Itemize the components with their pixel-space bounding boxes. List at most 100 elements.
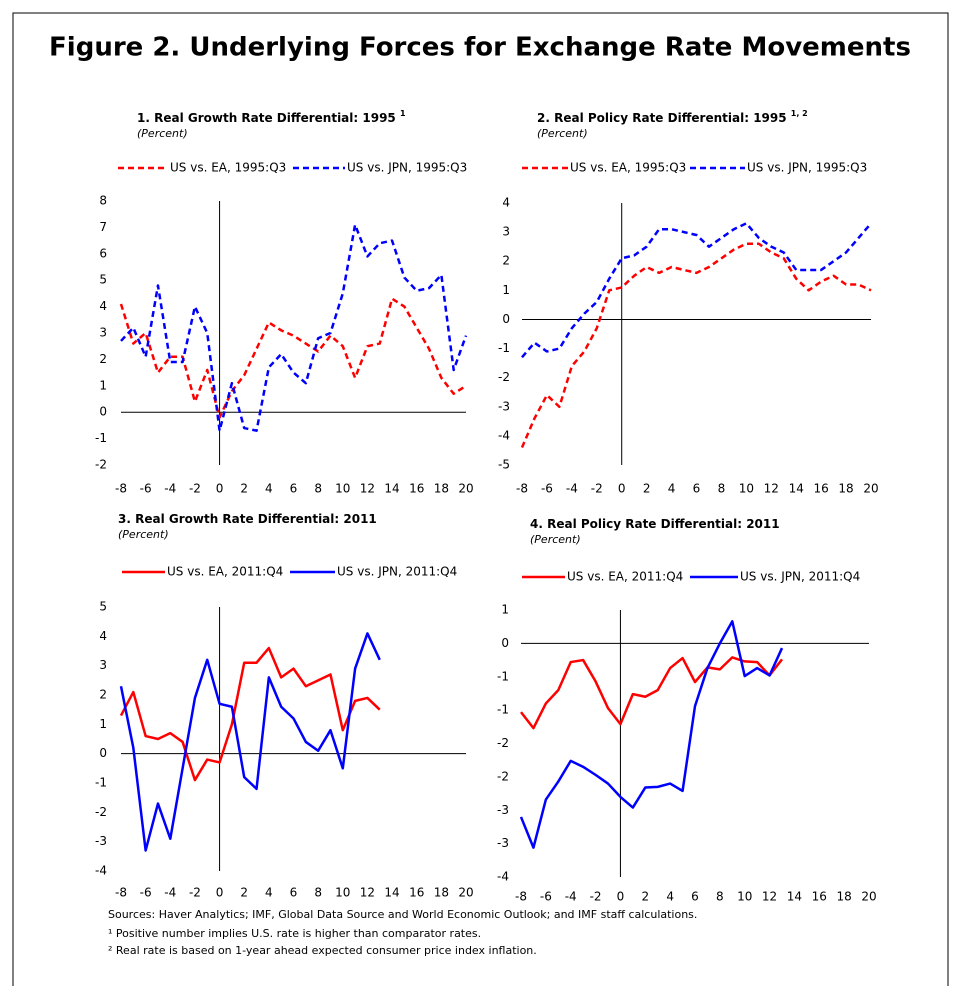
x-tick-label: 20: [458, 482, 473, 496]
title-footnote-mark: 1, 2: [791, 109, 808, 118]
x-tick-label: 2: [641, 890, 649, 904]
y-tick-label: -3: [497, 836, 509, 850]
y-tick-label: 3: [99, 658, 107, 672]
y-tick-label: 2: [99, 352, 107, 366]
x-tick-label: 2: [240, 886, 248, 900]
y-tick-label: 1: [501, 603, 509, 617]
y-tick-label: 4: [99, 299, 107, 313]
footnote: ² Real rate is based on 1-year ahead exp…: [108, 944, 537, 957]
x-tick-label: -2: [189, 886, 201, 900]
y-tick-label: -2: [95, 458, 107, 472]
x-tick-label: 16: [409, 482, 424, 496]
x-tick-label: 14: [789, 482, 804, 496]
series-line: [119, 297, 467, 419]
x-tick-label: 6: [290, 482, 298, 496]
y-tick-label: 5: [99, 600, 107, 614]
legend-label: US vs. JPN, 2011:Q4: [337, 565, 457, 579]
series-line: [521, 222, 872, 359]
x-tick-label: 12: [764, 482, 779, 496]
x-tick-label: 0: [216, 886, 224, 900]
x-tick-label: 14: [787, 890, 802, 904]
y-tick-label: -3: [497, 803, 509, 817]
x-tick-label: 4: [265, 482, 273, 496]
y-tick-label: -1: [95, 776, 107, 790]
y-tick-label: 0: [99, 746, 107, 760]
y-tick-label: 1: [99, 717, 107, 731]
x-tick-label: -8: [115, 482, 127, 496]
y-tick-label: -1: [497, 669, 509, 683]
x-tick-label: -4: [164, 482, 176, 496]
y-tick-label: 0: [99, 405, 107, 419]
chart-subtitle: (Percent): [530, 533, 581, 546]
x-tick-label: 10: [739, 482, 754, 496]
x-tick-label: 0: [617, 890, 625, 904]
y-tick-label: -1: [95, 431, 107, 445]
x-tick-label: -6: [140, 886, 152, 900]
y-tick-label: 1: [502, 283, 510, 297]
x-tick-label: 14: [384, 482, 399, 496]
x-tick-label: 6: [691, 890, 699, 904]
x-tick-label: 10: [335, 886, 350, 900]
y-tick-label: 0: [502, 312, 510, 326]
chart-title-text: 3. Real Growth Rate Differential: 2011: [118, 512, 377, 526]
series-line: [520, 242, 872, 449]
x-tick-label: 20: [863, 482, 878, 496]
chart-subtitle: (Percent): [118, 528, 169, 541]
x-tick-label: -6: [140, 482, 152, 496]
x-tick-label: 12: [360, 886, 375, 900]
chart-title: 1. Real Growth Rate Differential: 1995 1: [137, 109, 406, 125]
y-tick-label: -2: [498, 370, 510, 384]
y-tick-label: 3: [99, 326, 107, 340]
y-tick-label: -4: [498, 428, 510, 442]
x-tick-label: 0: [216, 482, 224, 496]
x-tick-label: 8: [716, 890, 724, 904]
frame: [12, 12, 949, 986]
chart-title: 3. Real Growth Rate Differential: 2011: [118, 512, 377, 526]
x-tick-label: 10: [335, 482, 350, 496]
chart-title-text: 4. Real Policy Rate Differential: 2011: [530, 517, 780, 531]
y-tick-label: 3: [502, 225, 510, 239]
x-tick-label: 4: [265, 886, 273, 900]
series-line: [519, 620, 784, 849]
x-tick-label: 12: [360, 482, 375, 496]
y-tick-label: -4: [497, 870, 509, 884]
x-tick-label: 6: [290, 886, 298, 900]
x-tick-label: -4: [164, 886, 176, 900]
series-line: [119, 646, 381, 782]
legend-label: US vs. EA, 1995:Q3: [170, 161, 286, 175]
chart-subtitle: (Percent): [537, 127, 588, 140]
x-tick-label: 2: [643, 482, 651, 496]
x-tick-label: -6: [541, 482, 553, 496]
x-tick-label: 16: [812, 890, 827, 904]
y-tick-label: -3: [95, 834, 107, 848]
chart-title-text: 1. Real Growth Rate Differential: 1995: [137, 111, 396, 125]
series-line: [520, 656, 783, 730]
x-tick-label: 4: [668, 482, 676, 496]
y-tick-label: 8: [99, 194, 107, 208]
y-tick-label: -1: [497, 703, 509, 717]
x-tick-label: -2: [189, 482, 201, 496]
y-tick-label: -3: [498, 399, 510, 413]
series-line: [119, 632, 381, 852]
x-tick-label: 14: [384, 886, 399, 900]
y-tick-label: -4: [95, 864, 107, 878]
figure-title: Figure 2. Underlying Forces for Exchange…: [49, 33, 911, 63]
chart-title: 4. Real Policy Rate Differential: 2011: [530, 517, 780, 531]
y-tick-label: 2: [99, 688, 107, 702]
y-tick-label: -5: [498, 458, 510, 472]
x-tick-label: -8: [515, 890, 527, 904]
x-tick-label: -4: [566, 482, 578, 496]
x-tick-label: 18: [838, 482, 853, 496]
x-tick-label: 6: [693, 482, 701, 496]
x-tick-label: -2: [590, 890, 602, 904]
legend-label: US vs. EA, 2011:Q4: [167, 565, 283, 579]
y-tick-label: -2: [95, 805, 107, 819]
x-tick-label: 18: [837, 890, 852, 904]
x-tick-label: 18: [434, 886, 449, 900]
y-tick-label: 7: [99, 220, 107, 234]
y-tick-label: 4: [502, 196, 510, 210]
x-tick-label: -6: [540, 890, 552, 904]
x-tick-label: 20: [861, 890, 876, 904]
x-tick-label: 20: [458, 886, 473, 900]
